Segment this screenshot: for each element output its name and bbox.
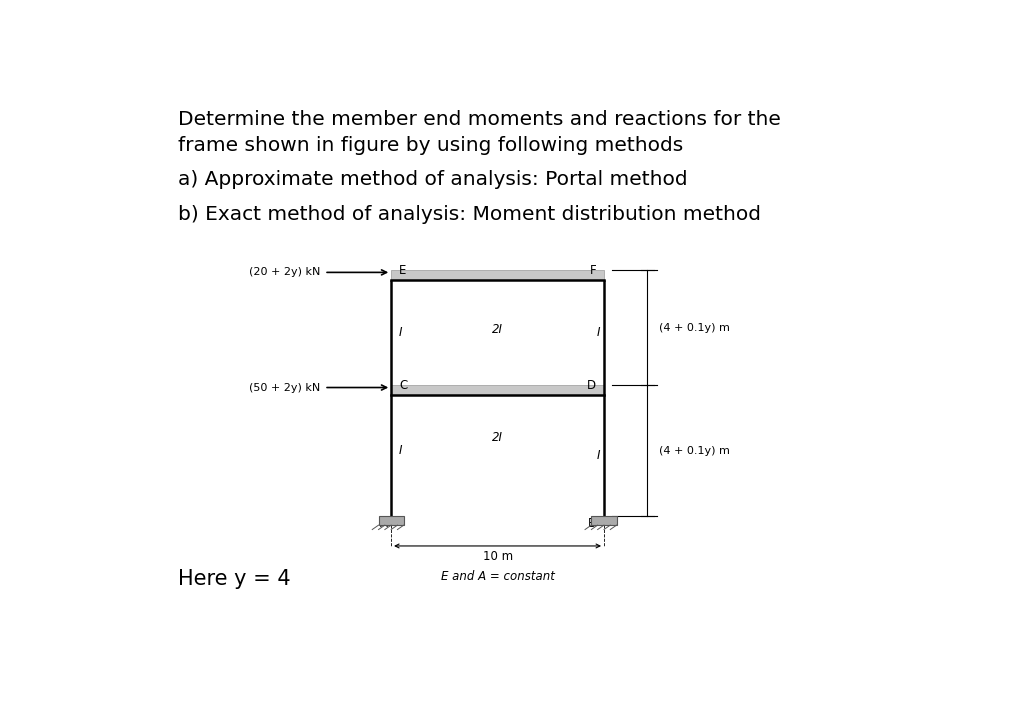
Bar xyxy=(591,515,616,525)
Text: B: B xyxy=(588,517,596,530)
Text: A: A xyxy=(380,517,388,530)
Text: Here y = 4: Here y = 4 xyxy=(178,569,291,589)
Text: 2I: 2I xyxy=(492,431,503,444)
Text: I: I xyxy=(597,326,600,339)
Text: (50 + 2y) kN: (50 + 2y) kN xyxy=(249,382,320,392)
Bar xyxy=(392,270,604,280)
Text: a) Approximate method of analysis: Portal method: a) Approximate method of analysis: Porta… xyxy=(178,170,687,189)
Text: I: I xyxy=(399,326,403,339)
Text: C: C xyxy=(399,379,407,392)
Text: (20 + 2y) kN: (20 + 2y) kN xyxy=(249,268,320,278)
Text: b) Exact method of analysis: Moment distribution method: b) Exact method of analysis: Moment dist… xyxy=(178,205,762,224)
Text: Determine the member end moments and reactions for the: Determine the member end moments and rea… xyxy=(178,110,781,129)
Text: 10 m: 10 m xyxy=(482,550,513,562)
Text: I: I xyxy=(399,444,403,456)
Text: I: I xyxy=(597,449,600,462)
Text: (4 + 0.1y) m: (4 + 0.1y) m xyxy=(659,446,730,456)
Bar xyxy=(392,385,604,395)
Bar xyxy=(378,515,404,525)
Text: (4 + 0.1y) m: (4 + 0.1y) m xyxy=(659,323,730,333)
Text: 2I: 2I xyxy=(492,323,503,337)
Text: E and A = constant: E and A = constant xyxy=(440,570,554,582)
Text: E: E xyxy=(399,264,407,277)
Text: frame shown in figure by using following methods: frame shown in figure by using following… xyxy=(178,136,683,155)
Text: D: D xyxy=(587,379,596,392)
Text: F: F xyxy=(590,264,596,277)
